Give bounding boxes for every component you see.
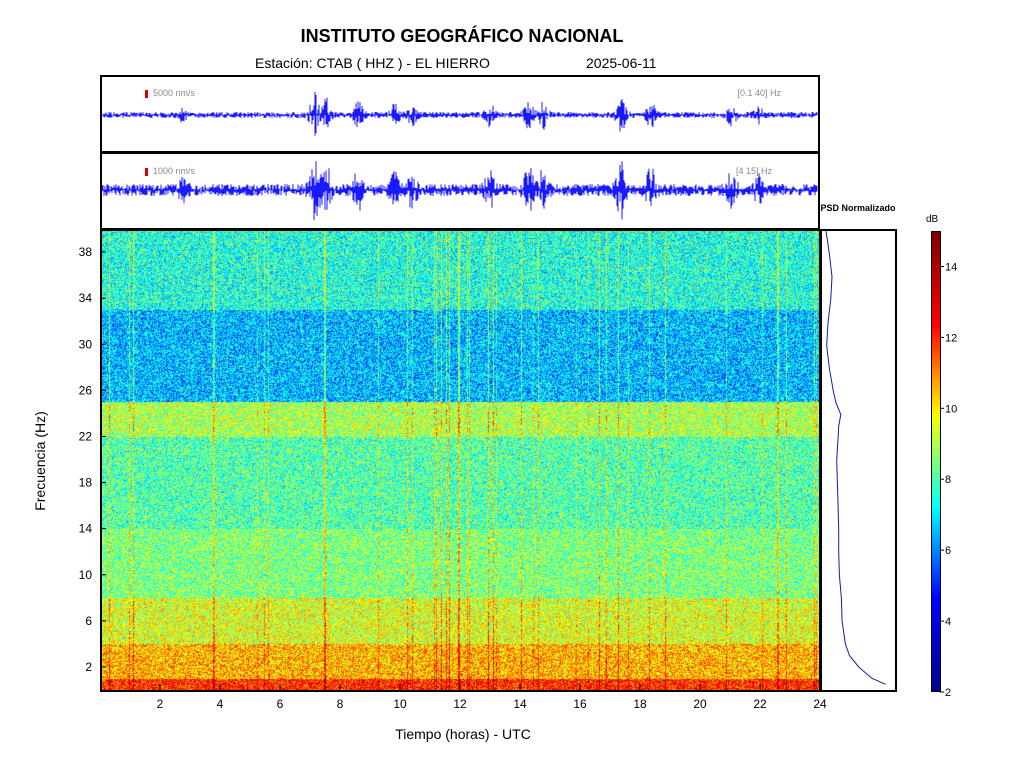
psd-title: PSD Normalizado xyxy=(818,203,898,214)
x-tick-label: 12 xyxy=(453,697,467,711)
colorbar-tick-label: 6 xyxy=(945,545,951,557)
scale-label-bottom: 1000 nm/s xyxy=(153,166,196,176)
colorbar-tick-label: 12 xyxy=(945,332,957,344)
y-tick-label: 10 xyxy=(79,568,93,582)
x-tick-label: 22 xyxy=(753,697,767,711)
x-tick-label: 10 xyxy=(393,697,407,711)
seismogram-top-panel: 5000 nm/s [0.1 40] Hz xyxy=(100,75,820,153)
colorbar-tick-label: 14 xyxy=(945,261,957,273)
x-tick-label: 6 xyxy=(277,697,284,711)
date-label: 2025-06-11 xyxy=(586,55,657,71)
y-tick-label: 30 xyxy=(79,337,93,351)
x-tick-label: 24 xyxy=(813,697,827,711)
scale-bar-bottom xyxy=(145,168,148,176)
colorbar-tick-label: 4 xyxy=(945,616,951,628)
band-label-top: [0.1 40] Hz xyxy=(737,88,781,98)
x-tick-label: 4 xyxy=(217,697,224,711)
scale-bar-top xyxy=(145,90,148,98)
y-tick-label: 34 xyxy=(79,291,93,305)
x-tick-label: 8 xyxy=(337,697,344,711)
y-axis-label: Frecuencia (Hz) xyxy=(32,411,48,511)
psd-panel xyxy=(820,229,897,692)
y-tick-label: 18 xyxy=(79,476,93,490)
band-label-bottom: [4 15] Hz xyxy=(735,166,772,176)
station-label: Estación: CTAB ( HHZ ) - EL HIERRO xyxy=(255,55,490,71)
colorbar-unit: dB xyxy=(926,214,939,225)
x-axis-label: Tiempo (horas) - UTC xyxy=(395,726,531,742)
x-tick-label: 20 xyxy=(693,697,707,711)
colorbar xyxy=(931,231,941,692)
y-tick-label: 26 xyxy=(79,383,93,397)
x-tick-label: 2 xyxy=(157,697,164,711)
x-tick-label: 14 xyxy=(513,697,527,711)
psd-title-text: PSD Normalizado xyxy=(820,203,896,213)
spectrogram-frame xyxy=(100,229,821,692)
page-title: INSTITUTO GEOGRÁFICO NACIONAL xyxy=(300,26,624,46)
x-tick-label: 16 xyxy=(573,697,587,711)
scale-label-top: 5000 nm/s xyxy=(153,88,196,98)
seismogram-top-trace xyxy=(102,91,818,136)
seismogram-bottom-panel: 1000 nm/s [4 15] Hz xyxy=(100,152,820,230)
y-tick-label: 2 xyxy=(85,660,92,674)
spectrogram-heatmap xyxy=(100,229,820,690)
colorbar-tick-label: 2 xyxy=(945,687,951,699)
seismogram-bottom-trace xyxy=(102,161,818,221)
psd-profile-line xyxy=(825,231,886,685)
colorbar-tick-label: 8 xyxy=(945,474,951,486)
x-tick-label: 18 xyxy=(633,697,647,711)
y-tick-label: 14 xyxy=(79,522,93,536)
colorbar-tick-label: 10 xyxy=(945,403,957,415)
y-tick-label: 38 xyxy=(79,245,93,259)
y-tick-label: 6 xyxy=(85,614,92,628)
y-tick-label: 22 xyxy=(79,429,93,443)
